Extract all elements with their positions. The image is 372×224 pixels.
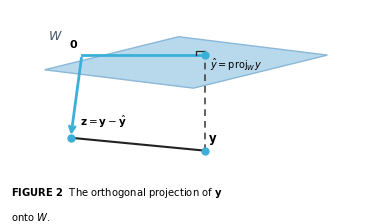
- Text: $\mathbf{FIGURE\ 2}$  The orthogonal projection of $\mathbf{y}$: $\mathbf{FIGURE\ 2}$ The orthogonal proj…: [11, 186, 223, 200]
- Polygon shape: [45, 37, 327, 88]
- Text: $\mathbf{z} = \mathbf{y} - \hat{\mathbf{y}}$: $\mathbf{z} = \mathbf{y} - \hat{\mathbf{…: [80, 114, 127, 130]
- Text: $\mathbf{0}$: $\mathbf{0}$: [69, 38, 78, 50]
- Text: $W$: $W$: [48, 30, 63, 43]
- Text: $\mathbf{y}$: $\mathbf{y}$: [208, 133, 218, 147]
- Text: onto $\mathit{W}$.: onto $\mathit{W}$.: [11, 211, 51, 223]
- Text: $\hat{y} = \mathrm{proj}_W y$: $\hat{y} = \mathrm{proj}_W y$: [210, 57, 262, 73]
